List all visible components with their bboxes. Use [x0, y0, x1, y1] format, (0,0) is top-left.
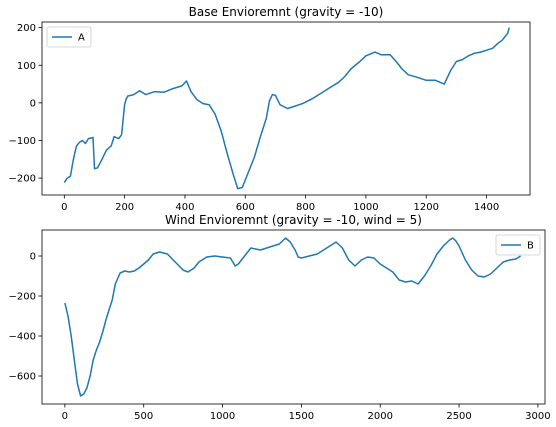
x-tick-label: 500	[134, 411, 153, 422]
x-tick-label: 400	[175, 202, 194, 213]
chart-1: Base Envioremnt (gravity = -10) 0 200 400 60…	[9, 5, 531, 213]
y-tick-label: −600	[9, 372, 36, 383]
legend-label: A	[78, 33, 85, 44]
legend: A	[46, 26, 92, 48]
x-tick-label: 2500	[446, 411, 471, 422]
series-line-B	[64, 237, 521, 397]
y-tick-label: −100	[9, 136, 36, 147]
x-tick-label: 600	[236, 202, 255, 213]
axes-frame	[41, 229, 546, 405]
x-tick-label: 0	[62, 411, 68, 422]
axes-frame	[41, 21, 531, 196]
chart-2: Wind Envioremnt (gravity = -10, wind = 5…	[9, 213, 551, 422]
series-line-A	[63, 27, 510, 190]
x-tick-label: 0	[61, 202, 67, 213]
y-tick-label: 100	[17, 61, 36, 72]
legend-label: B	[527, 241, 534, 252]
chart-title: Wind Envioremnt (gravity = -10, wind = 5…	[165, 213, 422, 227]
y-tick-label: 200	[17, 23, 36, 34]
y-tick-label: −400	[9, 332, 36, 343]
x-tick-label: 3000	[525, 411, 550, 422]
y-tick-label: −200	[9, 292, 36, 303]
x-tick-label: 1000	[353, 202, 378, 213]
x-tick-label: 800	[296, 202, 315, 213]
legend: B	[495, 234, 541, 256]
x-tick-label: 200	[115, 202, 134, 213]
y-tick-label: 0	[30, 252, 36, 263]
y-tick-label: 0	[30, 98, 36, 109]
chart-title: Base Envioremnt (gravity = -10)	[189, 5, 384, 19]
x-tick-label: 2000	[367, 411, 392, 422]
y-tick-label: −200	[9, 174, 36, 185]
x-tick-label: 1400	[474, 202, 499, 213]
x-tick-label: 1500	[289, 411, 314, 422]
x-tick-label: 1200	[414, 202, 439, 213]
x-tick-label: 1000	[210, 411, 235, 422]
